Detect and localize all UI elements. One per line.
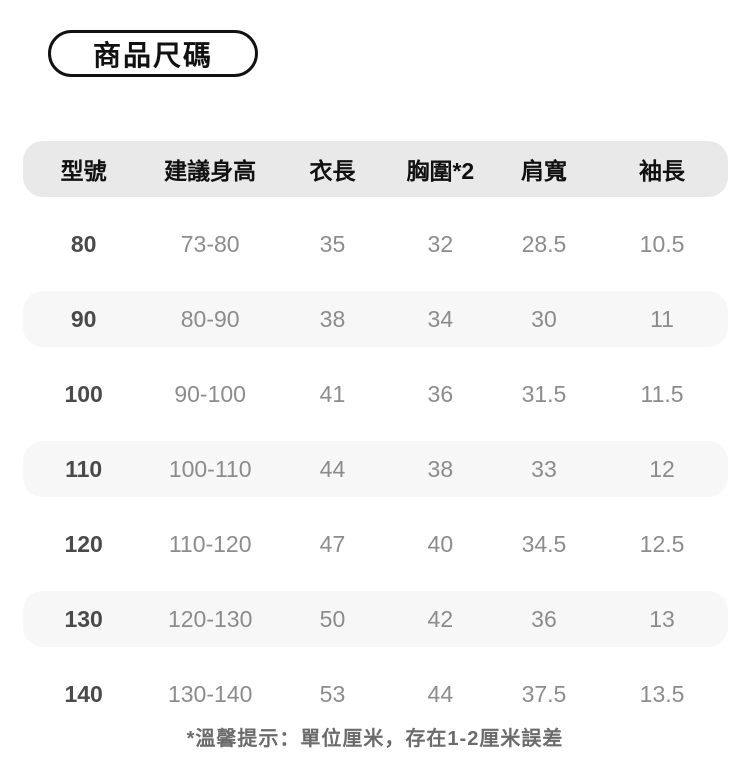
table-row: 120 110-120 47 40 34.5 12.5	[23, 516, 728, 572]
table-header-row: 型號 建議身高 衣長 胸圍*2 肩寬 袖長	[23, 141, 728, 197]
shoulder-cell: 28.5	[521, 230, 567, 257]
page-title: 商品尺碼	[92, 39, 213, 71]
size-table: 型號 建議身高 衣長 胸圍*2 肩寬 袖長 80 73-80 35 32 28.…	[23, 141, 728, 722]
height-cell: 80-90	[180, 305, 240, 332]
model-cell: 120	[64, 530, 103, 557]
shoulder-cell: 33	[531, 455, 557, 482]
length-cell: 47	[319, 530, 346, 557]
table-row: 110 100-110 44 38 33 12	[23, 441, 728, 497]
model-cell: 140	[64, 680, 103, 707]
shoulder-cell: 31.5	[521, 380, 567, 407]
height-cell: 120-130	[167, 605, 253, 632]
shoulder-cell: 34.5	[521, 530, 567, 557]
length-cell: 53	[319, 680, 346, 707]
chest-cell: 44	[427, 680, 454, 707]
model-cell: 110	[65, 455, 103, 482]
model-cell: 90	[70, 305, 97, 332]
chest-cell: 40	[427, 530, 454, 557]
column-header-length: 衣長	[309, 158, 356, 184]
column-header-chest: 胸圍*2	[406, 158, 475, 184]
height-cell: 100-110	[168, 455, 252, 482]
shoulder-cell: 30	[531, 305, 557, 332]
chest-cell: 34	[427, 305, 454, 332]
model-cell: 100	[64, 380, 103, 407]
length-cell: 50	[319, 605, 346, 632]
table-row: 100 90-100 41 36 31.5 11.5	[23, 366, 728, 422]
table-row: 80 73-80 35 32 28.5 10.5	[23, 216, 728, 272]
height-cell: 130-140	[167, 680, 253, 707]
column-header-shoulder: 肩寬	[520, 158, 567, 184]
shoulder-cell: 37.5	[521, 680, 567, 707]
sleeve-cell: 13	[649, 605, 675, 632]
chest-cell: 38	[427, 455, 454, 482]
model-cell: 130	[64, 605, 103, 632]
sleeve-cell: 11.5	[640, 380, 684, 407]
shoulder-cell: 36	[531, 605, 557, 632]
height-cell: 90-100	[174, 380, 246, 407]
column-header-sleeve: 袖長	[639, 158, 686, 184]
column-header-height: 建議身高	[164, 158, 257, 184]
sleeve-cell: 11	[650, 305, 674, 332]
length-cell: 41	[319, 380, 346, 407]
sleeve-cell: 10.5	[639, 230, 685, 257]
title-badge: 商品尺碼	[48, 30, 258, 77]
table-row: 90 80-90 38 34 30 11	[23, 291, 728, 347]
length-cell: 38	[319, 305, 346, 332]
column-header-model: 型號	[60, 158, 107, 184]
length-cell: 44	[319, 455, 346, 482]
chest-cell: 42	[427, 605, 454, 632]
footnote: *溫馨提示：單位厘米，存在1-2厘米誤差	[186, 728, 564, 750]
chest-cell: 36	[427, 380, 454, 407]
table-body: 80 73-80 35 32 28.5 10.5 90 80-90 38 34 …	[23, 216, 728, 722]
table-row: 140 130-140 53 44 37.5 13.5	[23, 666, 728, 722]
length-cell: 35	[319, 230, 346, 257]
model-cell: 80	[70, 230, 97, 257]
height-cell: 110-120	[168, 530, 252, 557]
table-row: 130 120-130 50 42 36 13	[23, 591, 728, 647]
chest-cell: 32	[427, 230, 454, 257]
sleeve-cell: 12	[649, 455, 675, 482]
sleeve-cell: 13.5	[639, 680, 685, 707]
height-cell: 73-80	[180, 230, 240, 257]
sleeve-cell: 12.5	[639, 530, 685, 557]
